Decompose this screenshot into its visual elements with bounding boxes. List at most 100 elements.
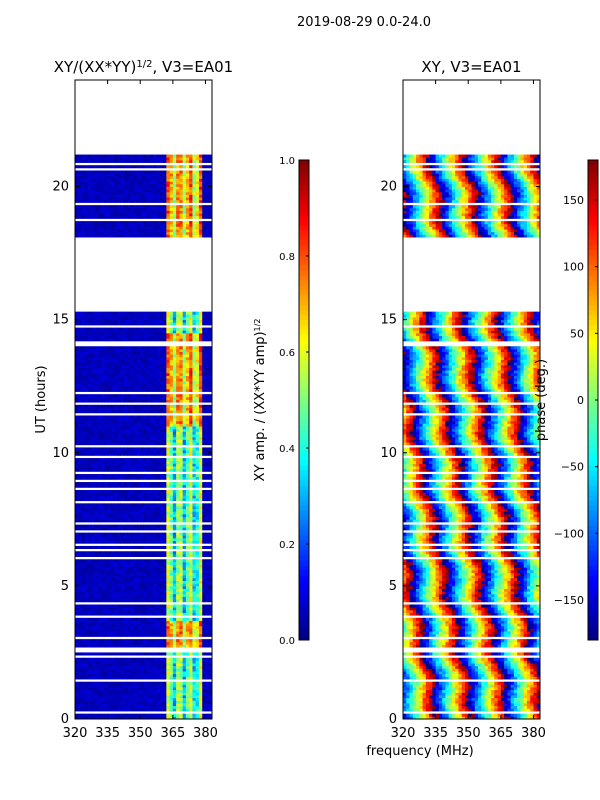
heatmap-cell [104,468,109,472]
heatmap-cell [123,434,128,438]
heatmap-cell [81,593,86,597]
heatmap-cell [78,540,82,544]
heatmap-cell [120,575,125,579]
heatmap-cell [150,628,154,632]
heatmap-cell [153,551,157,555]
heatmap-cell [91,617,95,621]
heatmap-cell [146,713,151,717]
heatmap-cell [179,585,184,589]
heatmap-cell [159,466,164,470]
heatmap-cell [94,692,99,696]
heatmap-cell [140,460,144,464]
heatmap-cell [146,561,151,565]
heatmap-cell [140,596,144,600]
heatmap-cell [143,511,148,515]
heatmap-cell [75,535,79,539]
heatmap-cell [78,553,82,557]
heatmap-cell [140,370,144,374]
heatmap-cell [150,426,154,430]
heatmap-cell [208,378,213,382]
heatmap-cell [91,703,95,707]
heatmap-cell [107,468,112,472]
heatmap-cell [185,644,190,648]
heatmap-cell [120,639,125,643]
heatmap-cell [169,569,174,573]
heatmap-cell [182,466,187,470]
heatmap-cell [136,490,141,494]
heatmap-cell [133,516,138,520]
heatmap-cell [133,527,138,531]
heatmap-cell [156,484,161,488]
heatmap-cell [114,532,118,536]
heatmap-cell [198,396,203,400]
heatmap-cell [185,359,190,363]
heatmap-cell [146,450,151,454]
heatmap-cell [97,700,102,704]
heatmap-cell [110,519,115,523]
heatmap-cell [120,439,125,443]
heatmap-cell [136,553,141,557]
heatmap-cell [176,511,180,515]
heatmap-cell [163,498,167,502]
heatmap-cell [172,553,177,557]
heatmap-cell [78,703,82,707]
heatmap-cell [78,476,82,480]
heatmap-cell [88,519,92,523]
heatmap-cell [104,561,109,565]
heatmap-cell [127,591,131,595]
heatmap-cell [156,697,161,701]
heatmap-cell [140,399,144,403]
heatmap-cell [110,380,115,384]
heatmap-cell [107,673,112,677]
heatmap-cell [120,508,125,512]
heatmap-cell [159,460,164,464]
heatmap-cell [176,575,180,579]
heatmap-cell [97,591,102,595]
heatmap-cell [182,428,187,432]
heatmap-cell [169,492,174,496]
heatmap-cell [166,703,170,707]
heatmap-cell [159,681,164,685]
heatmap-cell [205,474,210,478]
heatmap-cell [198,708,203,712]
heatmap-cell [156,620,161,624]
heatmap-cell [104,644,109,648]
heatmap-cell [205,394,210,398]
heatmap-cell [140,585,144,589]
heatmap-cell [84,596,89,600]
heatmap-cell [172,663,177,667]
heatmap-cell [176,364,180,368]
heatmap-cell [120,463,125,467]
heatmap-cell [94,431,99,435]
heatmap-cell [153,593,157,597]
heatmap-cell [185,380,190,384]
heatmap-cell [198,436,203,440]
heatmap-cell [97,545,102,549]
heatmap-cell [198,697,203,701]
heatmap-cell [104,484,109,488]
heatmap-cell [153,396,157,400]
heatmap-cell [136,537,141,542]
heatmap-cell [146,537,151,542]
heatmap-cell [169,356,174,360]
heatmap-cell [182,527,187,531]
heatmap-cell [195,569,200,573]
heatmap-cell [120,524,125,528]
heatmap-cell [130,588,135,592]
heatmap-cell [205,652,210,656]
heatmap-cell [185,442,190,446]
heatmap-cell [97,705,102,709]
heatmap-cell [94,633,99,637]
heatmap-cell [166,492,170,496]
heatmap-cell [110,439,115,443]
heatmap-cell [110,359,115,363]
heatmap-cell [192,692,197,696]
heatmap-cell [81,418,86,422]
heatmap-cell [120,410,125,414]
heatmap-cell [156,623,161,627]
heatmap-cell [176,362,180,366]
heatmap-cell [179,426,184,430]
heatmap-cell [84,695,89,699]
heatmap-cell [192,639,197,643]
heatmap-cell [163,418,167,422]
